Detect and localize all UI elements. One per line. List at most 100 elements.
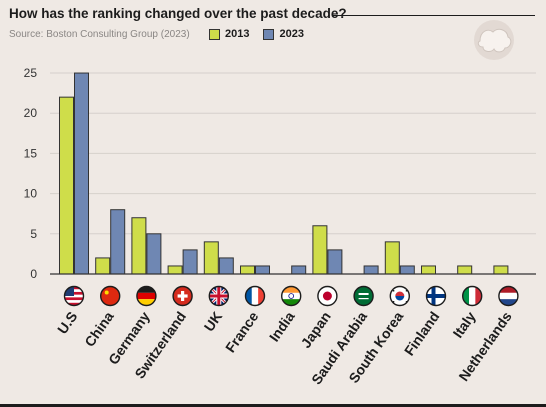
flag-part — [498, 286, 518, 293]
title-rule — [332, 15, 535, 16]
bar-2023-saudi-arabia — [363, 265, 379, 275]
flag-outline — [172, 285, 193, 307]
flag-outline — [99, 285, 121, 307]
x-tick-label: Finland — [401, 309, 443, 359]
flag-part — [358, 298, 369, 300]
bar-2013-netherlands — [493, 265, 509, 275]
flag-part — [475, 286, 482, 306]
flag-part — [395, 296, 405, 301]
y-tick-label: 5 — [30, 227, 37, 241]
flag-part — [288, 293, 295, 299]
chart-title: How has the ranking changed over the pas… — [9, 6, 347, 21]
flag-part — [64, 297, 84, 301]
flag-outline — [208, 285, 230, 307]
switzerland-flag-icon — [173, 286, 193, 306]
flag-part — [498, 292, 518, 300]
flag-part — [136, 299, 156, 306]
flag-part — [136, 286, 156, 293]
flag-outline — [244, 285, 266, 307]
flag-part — [354, 286, 374, 306]
netherlands-flag-icon — [498, 286, 518, 306]
bottom-rule — [0, 404, 546, 407]
bar-2023-uk — [218, 257, 234, 275]
india-flag-icon — [281, 286, 301, 306]
flag-outline — [462, 285, 483, 307]
flag-part — [64, 302, 84, 306]
flag-outline — [353, 285, 374, 307]
flag-part — [392, 290, 395, 292]
flag-part — [462, 286, 470, 306]
flag-part — [395, 291, 405, 296]
flag-part — [245, 286, 252, 306]
flag-part — [322, 291, 332, 301]
flag-part — [209, 294, 229, 298]
legend-swatch-2013 — [209, 28, 220, 40]
y-tick-label: 25 — [24, 66, 38, 80]
flag-part — [181, 291, 185, 301]
bar-2013-italy — [457, 265, 473, 275]
legend-item-2023: 2023 — [263, 28, 304, 40]
flag-part — [104, 290, 109, 295]
brain-logo-icon — [474, 20, 514, 60]
legend-item-2013: 2013 — [209, 28, 249, 40]
flag-outline — [63, 285, 85, 307]
bar-2013-japan — [312, 225, 328, 275]
x-tick-label: U.S — [54, 309, 80, 337]
legend-swatch-2023 — [263, 28, 275, 40]
us-flag-icon — [64, 286, 84, 306]
flag-outline — [136, 285, 157, 307]
y-tick-label: 10 — [24, 187, 38, 201]
legend: 2013 2023 — [209, 28, 312, 40]
chart-source: Source: Boston Consulting Group (2023) — [9, 29, 190, 40]
bar-2013-south-korea — [384, 241, 400, 275]
y-tick-label: 15 — [24, 146, 38, 160]
flag-part — [426, 294, 446, 298]
legend-label-2023: 2023 — [279, 28, 304, 40]
x-tick-label: China — [81, 308, 117, 349]
flag-outline — [498, 285, 519, 307]
x-tick-label: UK — [201, 309, 226, 335]
flag-part — [136, 292, 156, 300]
bar-2023-switzerland — [182, 249, 198, 275]
bar-2023-germany — [146, 233, 162, 275]
flag-part — [469, 286, 476, 306]
bar-2023-japan — [327, 249, 343, 275]
flag-outline — [389, 285, 410, 307]
flag-outline — [317, 285, 338, 307]
flag-part — [258, 286, 265, 306]
bar-2013-uk — [203, 241, 219, 275]
bar-2013-finland — [421, 265, 436, 275]
bar-2013-switzerland — [167, 265, 183, 275]
germany-flag-icon — [136, 286, 156, 306]
flag-outline — [425, 285, 447, 307]
flag-part — [431, 286, 436, 306]
flag-part — [392, 301, 395, 303]
bar-2023-south-korea — [399, 265, 415, 275]
x-tick-label: India — [266, 308, 298, 344]
bar-2013-france — [240, 265, 255, 275]
bar-2023-india — [291, 265, 307, 275]
x-tick-label: France — [222, 308, 262, 355]
bar-2023-china — [110, 209, 126, 275]
flag-part — [281, 299, 301, 306]
flag-outline — [281, 285, 302, 307]
finland-flag-icon — [426, 286, 446, 306]
china-flag-icon — [100, 286, 120, 306]
legend-label-2013: 2013 — [225, 28, 250, 40]
bar-2013-china — [95, 257, 111, 275]
bar-2013-germany — [131, 217, 147, 275]
japan-flag-icon — [317, 286, 337, 306]
y-tick-label: 20 — [24, 106, 38, 120]
y-tick-label: 0 — [30, 267, 37, 281]
x-tick-label: Italy — [449, 308, 478, 340]
bar-2023-france — [255, 265, 270, 275]
bar-2013-u-s — [59, 96, 74, 275]
flag-part — [358, 293, 369, 295]
flag-part — [405, 290, 408, 292]
saudi-arabia-flag-icon — [354, 286, 374, 306]
flag-part — [281, 286, 301, 293]
flag-part — [281, 292, 301, 300]
bar-2023-u-s — [74, 72, 89, 275]
flag-part — [64, 286, 74, 296]
flag-part — [498, 299, 518, 306]
